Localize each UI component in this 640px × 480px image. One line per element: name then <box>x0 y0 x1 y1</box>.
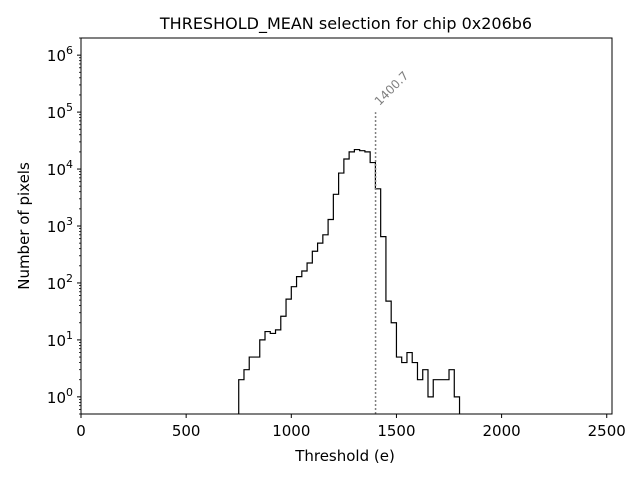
y-tick-label: 104 <box>47 158 73 179</box>
y-axis-ticks: 100 101 102 103 104 105 106 <box>47 37 81 415</box>
y-tick-label: 105 <box>47 101 73 122</box>
chart-title: THRESHOLD_MEAN selection for chip 0x206b… <box>159 14 532 34</box>
plot-frame <box>80 37 613 415</box>
y-tick-label: 102 <box>47 272 73 293</box>
y-axis-label: Number of pixels <box>15 162 33 290</box>
y-tick-label: 103 <box>47 215 73 236</box>
mean-marker-label: 1400.7 <box>372 69 412 109</box>
x-tick-label: 0 <box>76 422 86 440</box>
y-tick-label: 101 <box>47 329 73 350</box>
y-tick-label: 100 <box>47 386 73 407</box>
y-tick-label: 106 <box>47 44 73 65</box>
plot-marks: 1400.7 <box>238 69 461 414</box>
x-tick-label: 2000 <box>483 422 521 440</box>
x-axis-ticks: 0 500 1000 1500 2000 2500 <box>76 414 626 440</box>
histogram-outline <box>238 148 461 414</box>
x-tick-label: 500 <box>172 422 201 440</box>
x-tick-label: 1000 <box>272 422 310 440</box>
x-tick-label: 2500 <box>588 422 626 440</box>
x-axis-label: Threshold (e) <box>294 447 395 465</box>
x-tick-label: 1500 <box>377 422 415 440</box>
